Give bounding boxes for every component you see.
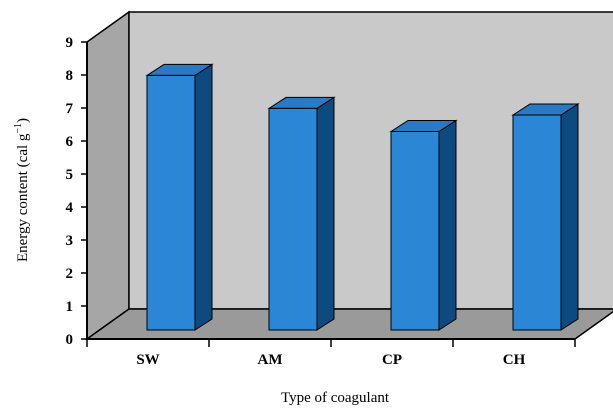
y-tick-label: 7 xyxy=(66,101,74,117)
y-axis: 0 1 2 3 4 5 6 7 8 9 xyxy=(66,35,88,348)
y-axis-title-superscript: −1 xyxy=(13,123,24,134)
bar-side xyxy=(438,119,457,331)
y-tick-label: 9 xyxy=(66,35,74,51)
y-tick-label: 5 xyxy=(66,167,74,183)
y-tick-label: 3 xyxy=(66,233,74,249)
bar-front xyxy=(146,74,196,331)
bar-am xyxy=(267,96,336,331)
x-tick-label: AM xyxy=(258,352,283,368)
y-axis-title-close: ) xyxy=(15,118,31,123)
y-axis-title-main: Energy content (cal g xyxy=(15,133,31,262)
y-tick-label: 0 xyxy=(66,332,74,348)
bar-side xyxy=(560,103,579,331)
chart-back-wall xyxy=(128,11,613,310)
y-tick-label: 2 xyxy=(66,266,74,282)
bar-side xyxy=(316,96,335,331)
y-tick-label: 8 xyxy=(66,68,74,84)
bars-group xyxy=(145,63,580,331)
x-axis-title: Type of coagulant xyxy=(281,390,390,406)
y-tick-label: 6 xyxy=(66,134,74,150)
bar-front xyxy=(512,114,562,331)
bar-front xyxy=(390,131,440,331)
bar-ch xyxy=(511,103,580,331)
bar-sw xyxy=(145,63,214,331)
bar-front xyxy=(268,107,318,331)
y-tick-label: 4 xyxy=(66,200,74,216)
bar-side xyxy=(194,63,213,331)
x-tick-label: CH xyxy=(503,352,526,368)
x-tick-label: CP xyxy=(382,352,402,368)
chart-left-wall xyxy=(86,10,130,341)
y-axis-title: Energy content (cal g−1) xyxy=(13,118,31,262)
bar-cp xyxy=(389,119,458,331)
y-tick-label: 1 xyxy=(66,299,74,315)
x-tick-label: SW xyxy=(136,352,159,368)
x-axis: SW AM CP CH xyxy=(86,338,576,368)
